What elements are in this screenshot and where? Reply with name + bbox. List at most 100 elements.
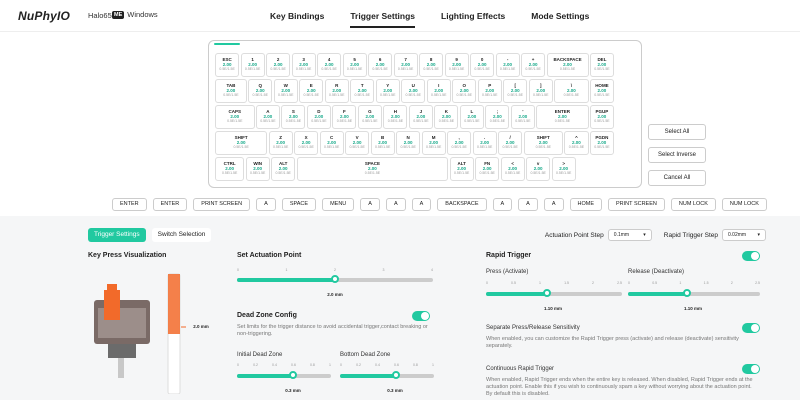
key-chip[interactable]: NUM LOCK	[721, 198, 767, 211]
key-x[interactable]: >2.00 0.5E/1.5E	[551, 157, 576, 181]
key-f[interactable]: F 2.00 0.5E/1.5E	[332, 105, 357, 129]
separate-sensitivity-toggle[interactable]	[742, 323, 760, 333]
key-x[interactable]: . 2.00 0.5E/1.5E	[472, 131, 497, 155]
os-indicator[interactable]: ME Windows	[112, 10, 158, 19]
slider-thumb[interactable]	[683, 289, 692, 297]
key-pgdn[interactable]: PGDN 2.00 0.5E/1.5E	[589, 131, 615, 155]
tab-trigger-settings[interactable]: Trigger Settings	[350, 0, 415, 32]
key-9[interactable]: 9 2.00 0.5E/1.5E	[444, 53, 469, 77]
key-chip[interactable]: SPACE	[281, 198, 317, 211]
key-x[interactable]: ' 2.00 0.5E/1.5E	[510, 105, 535, 129]
select-inverse-button[interactable]: Select Inverse	[648, 147, 706, 163]
key-chip[interactable]: A	[543, 198, 564, 211]
key-tab[interactable]: TAB 2.00 0.5E/1.5E	[215, 79, 247, 103]
actuation-slider[interactable]	[237, 274, 433, 286]
key-shift[interactable]: SHIFT 2.00 0.5E/1.5E	[215, 131, 268, 155]
key-chip[interactable]: A	[360, 198, 380, 211]
key-chip[interactable]: ENTER	[112, 198, 147, 211]
key-chip[interactable]: PRINT SCREEN	[193, 198, 251, 211]
key-x[interactable]: X 2.00 0.5E/1.5E	[294, 131, 319, 155]
key-y[interactable]: Y 2.00 0.5E/1.5E	[375, 79, 400, 103]
tab-key-bindings[interactable]: Key Bindings	[270, 11, 325, 21]
key-0[interactable]: 0 2.00 0.5E/1.5E	[470, 53, 495, 77]
key-d[interactable]: D 2.00 0.5E/1.5E	[306, 105, 331, 129]
slider-thumb[interactable]	[543, 289, 552, 297]
key-z[interactable]: Z 2.00 0.5E/1.5E	[268, 131, 293, 155]
key-1[interactable]: 1 2.00 0.5E/1.5E	[240, 53, 265, 77]
key-win[interactable]: WIN 2.00 0.5E/1.5E	[245, 157, 270, 181]
key-t[interactable]: T 2.00 0.5E/1.5E	[350, 79, 375, 103]
key-x[interactable]: [2.00 0.5E/1.5E	[503, 79, 528, 103]
rapid-step-select[interactable]: 0.02mm ▾	[722, 229, 766, 241]
key-chip[interactable]: ENTER	[152, 198, 188, 211]
slider-thumb[interactable]	[289, 371, 298, 379]
key-shift[interactable]: SHIFT 2.00 0.5E/1.5E	[523, 131, 564, 155]
slider-thumb[interactable]	[392, 371, 401, 379]
key-chip[interactable]: A	[411, 198, 432, 211]
key-w[interactable]: W 2.00 0.5E/1.5E	[273, 79, 298, 103]
key-chip[interactable]: A	[256, 198, 276, 211]
key-s[interactable]: S 2.00 0.5E/1.5E	[281, 105, 306, 129]
key-home[interactable]: HOME 2.00 0.5E/1.5E	[589, 79, 615, 103]
key-esc[interactable]: ESC 2.00 0.5E/1.5E	[215, 53, 240, 77]
key-m[interactable]: M 2.00 0.5E/1.5E	[421, 131, 446, 155]
key-v[interactable]: v 2.00 0.5E/1.5E	[526, 157, 551, 181]
key-6[interactable]: 6 2.00 0.5E/1.5E	[368, 53, 393, 77]
key-4[interactable]: 4 2.00 0.5E/1.5E	[317, 53, 342, 77]
key-alt[interactable]: ALT 2.00 0.5E/1.5E	[449, 157, 474, 181]
initial-deadzone-slider[interactable]	[237, 370, 331, 382]
deadzone-toggle[interactable]	[412, 311, 430, 321]
rapid-toggle[interactable]	[742, 251, 760, 261]
key-x[interactable]: /2.00 0.5E/1.5E	[498, 131, 523, 155]
key-p[interactable]: P 2.00 0.5E/1.5E	[477, 79, 502, 103]
key-2[interactable]: 2 2.00 0.5E/1.5E	[266, 53, 291, 77]
key-backspace[interactable]: BACKSPACE 2.00 0.5E/1.5E	[546, 53, 589, 77]
subtab-trigger-settings[interactable]: Trigger Settings	[88, 228, 146, 242]
bottom-deadzone-slider[interactable]	[340, 370, 434, 382]
key-chip[interactable]: HOME	[569, 198, 603, 211]
key-o[interactable]: O 2.00 0.5E/1.5E	[452, 79, 477, 103]
key-g[interactable]: G 2.00 0.5E/1.5E	[357, 105, 382, 129]
tab-mode-settings[interactable]: Mode Settings	[531, 11, 590, 21]
key-j[interactable]: J 2.00 0.5E/1.5E	[408, 105, 433, 129]
key-u[interactable]: U 2.00 0.5E/1.5E	[401, 79, 426, 103]
key-chip[interactable]: MENU	[322, 198, 355, 211]
press-slider[interactable]	[486, 288, 622, 300]
key-l[interactable]: L 2.00 0.5E/1.5E	[459, 105, 484, 129]
release-slider[interactable]	[628, 288, 760, 300]
key-x[interactable]: +2.00 0.5E/1.5E	[521, 53, 546, 77]
cancel-all-button[interactable]: Cancel All	[648, 170, 706, 186]
key-7[interactable]: 7 2.00 0.5E/1.5E	[393, 53, 418, 77]
key-x[interactable]: -2.00 0.5E/1.5E	[495, 53, 520, 77]
key-b[interactable]: B 2.00 0.5E/1.5E	[370, 131, 395, 155]
key-fn[interactable]: FN 2.00 0.5E/1.5E	[475, 157, 500, 181]
tab-lighting-effects[interactable]: Lighting Effects	[441, 11, 506, 21]
slider-thumb[interactable]	[331, 275, 339, 283]
key-alt[interactable]: ALT 2.00 0.5E/1.5E	[271, 157, 296, 181]
key-chip[interactable]: A	[385, 198, 406, 211]
key-caps[interactable]: CAPS 2.00 0.5E/1.5E	[215, 105, 255, 129]
key-e[interactable]: E 2.00 0.5E/1.5E	[299, 79, 324, 103]
key-n[interactable]: N 2.00 0.5E/1.5E	[396, 131, 421, 155]
key-x[interactable]: ; 2.00 0.5E/1.5E	[485, 105, 510, 129]
key-k[interactable]: K 2.00 0.5E/1.5E	[434, 105, 459, 129]
key-r[interactable]: R 2.00 0.5E/1.5E	[324, 79, 349, 103]
key-ctrl[interactable]: CTRL 2.00 0.5E/1.5E	[215, 157, 245, 181]
key-x[interactable]: ^ 2.00 0.5E/1.5E	[564, 131, 589, 155]
key-q[interactable]: Q 2.00 0.5E/1.5E	[248, 79, 273, 103]
key-pgup[interactable]: PGUP 2.00 0.5E/1.5E	[589, 105, 615, 129]
actuation-step-select[interactable]: 0.1mm ▾	[607, 229, 652, 241]
key-enter[interactable]: ENTER 2.00 0.5E/1.5E	[536, 105, 589, 129]
key-space[interactable]: SPACE 2.00 0.5E/1.5E	[296, 157, 449, 181]
key-c[interactable]: C 2.00 0.5E/1.5E	[319, 131, 344, 155]
key-h[interactable]: H 2.00 0.5E/1.5E	[383, 105, 408, 129]
key-3[interactable]: 3 2.00 0.5E/1.5E	[291, 53, 316, 77]
subtab-switch-selection[interactable]: Switch Selection	[151, 228, 212, 242]
key-chip[interactable]: A	[492, 198, 513, 211]
key-8[interactable]: 8 2.00 0.5E/1.5E	[419, 53, 444, 77]
key-i[interactable]: I 2.00 0.5E/1.5E	[426, 79, 451, 103]
continuous-rapid-toggle[interactable]	[742, 364, 760, 374]
key-chip[interactable]: BACKSPACE	[437, 198, 487, 211]
key-del[interactable]: DEL 2.00 0.5E/1.5E	[589, 53, 615, 77]
key-a[interactable]: A 2.00 0.5E/1.5E	[255, 105, 280, 129]
